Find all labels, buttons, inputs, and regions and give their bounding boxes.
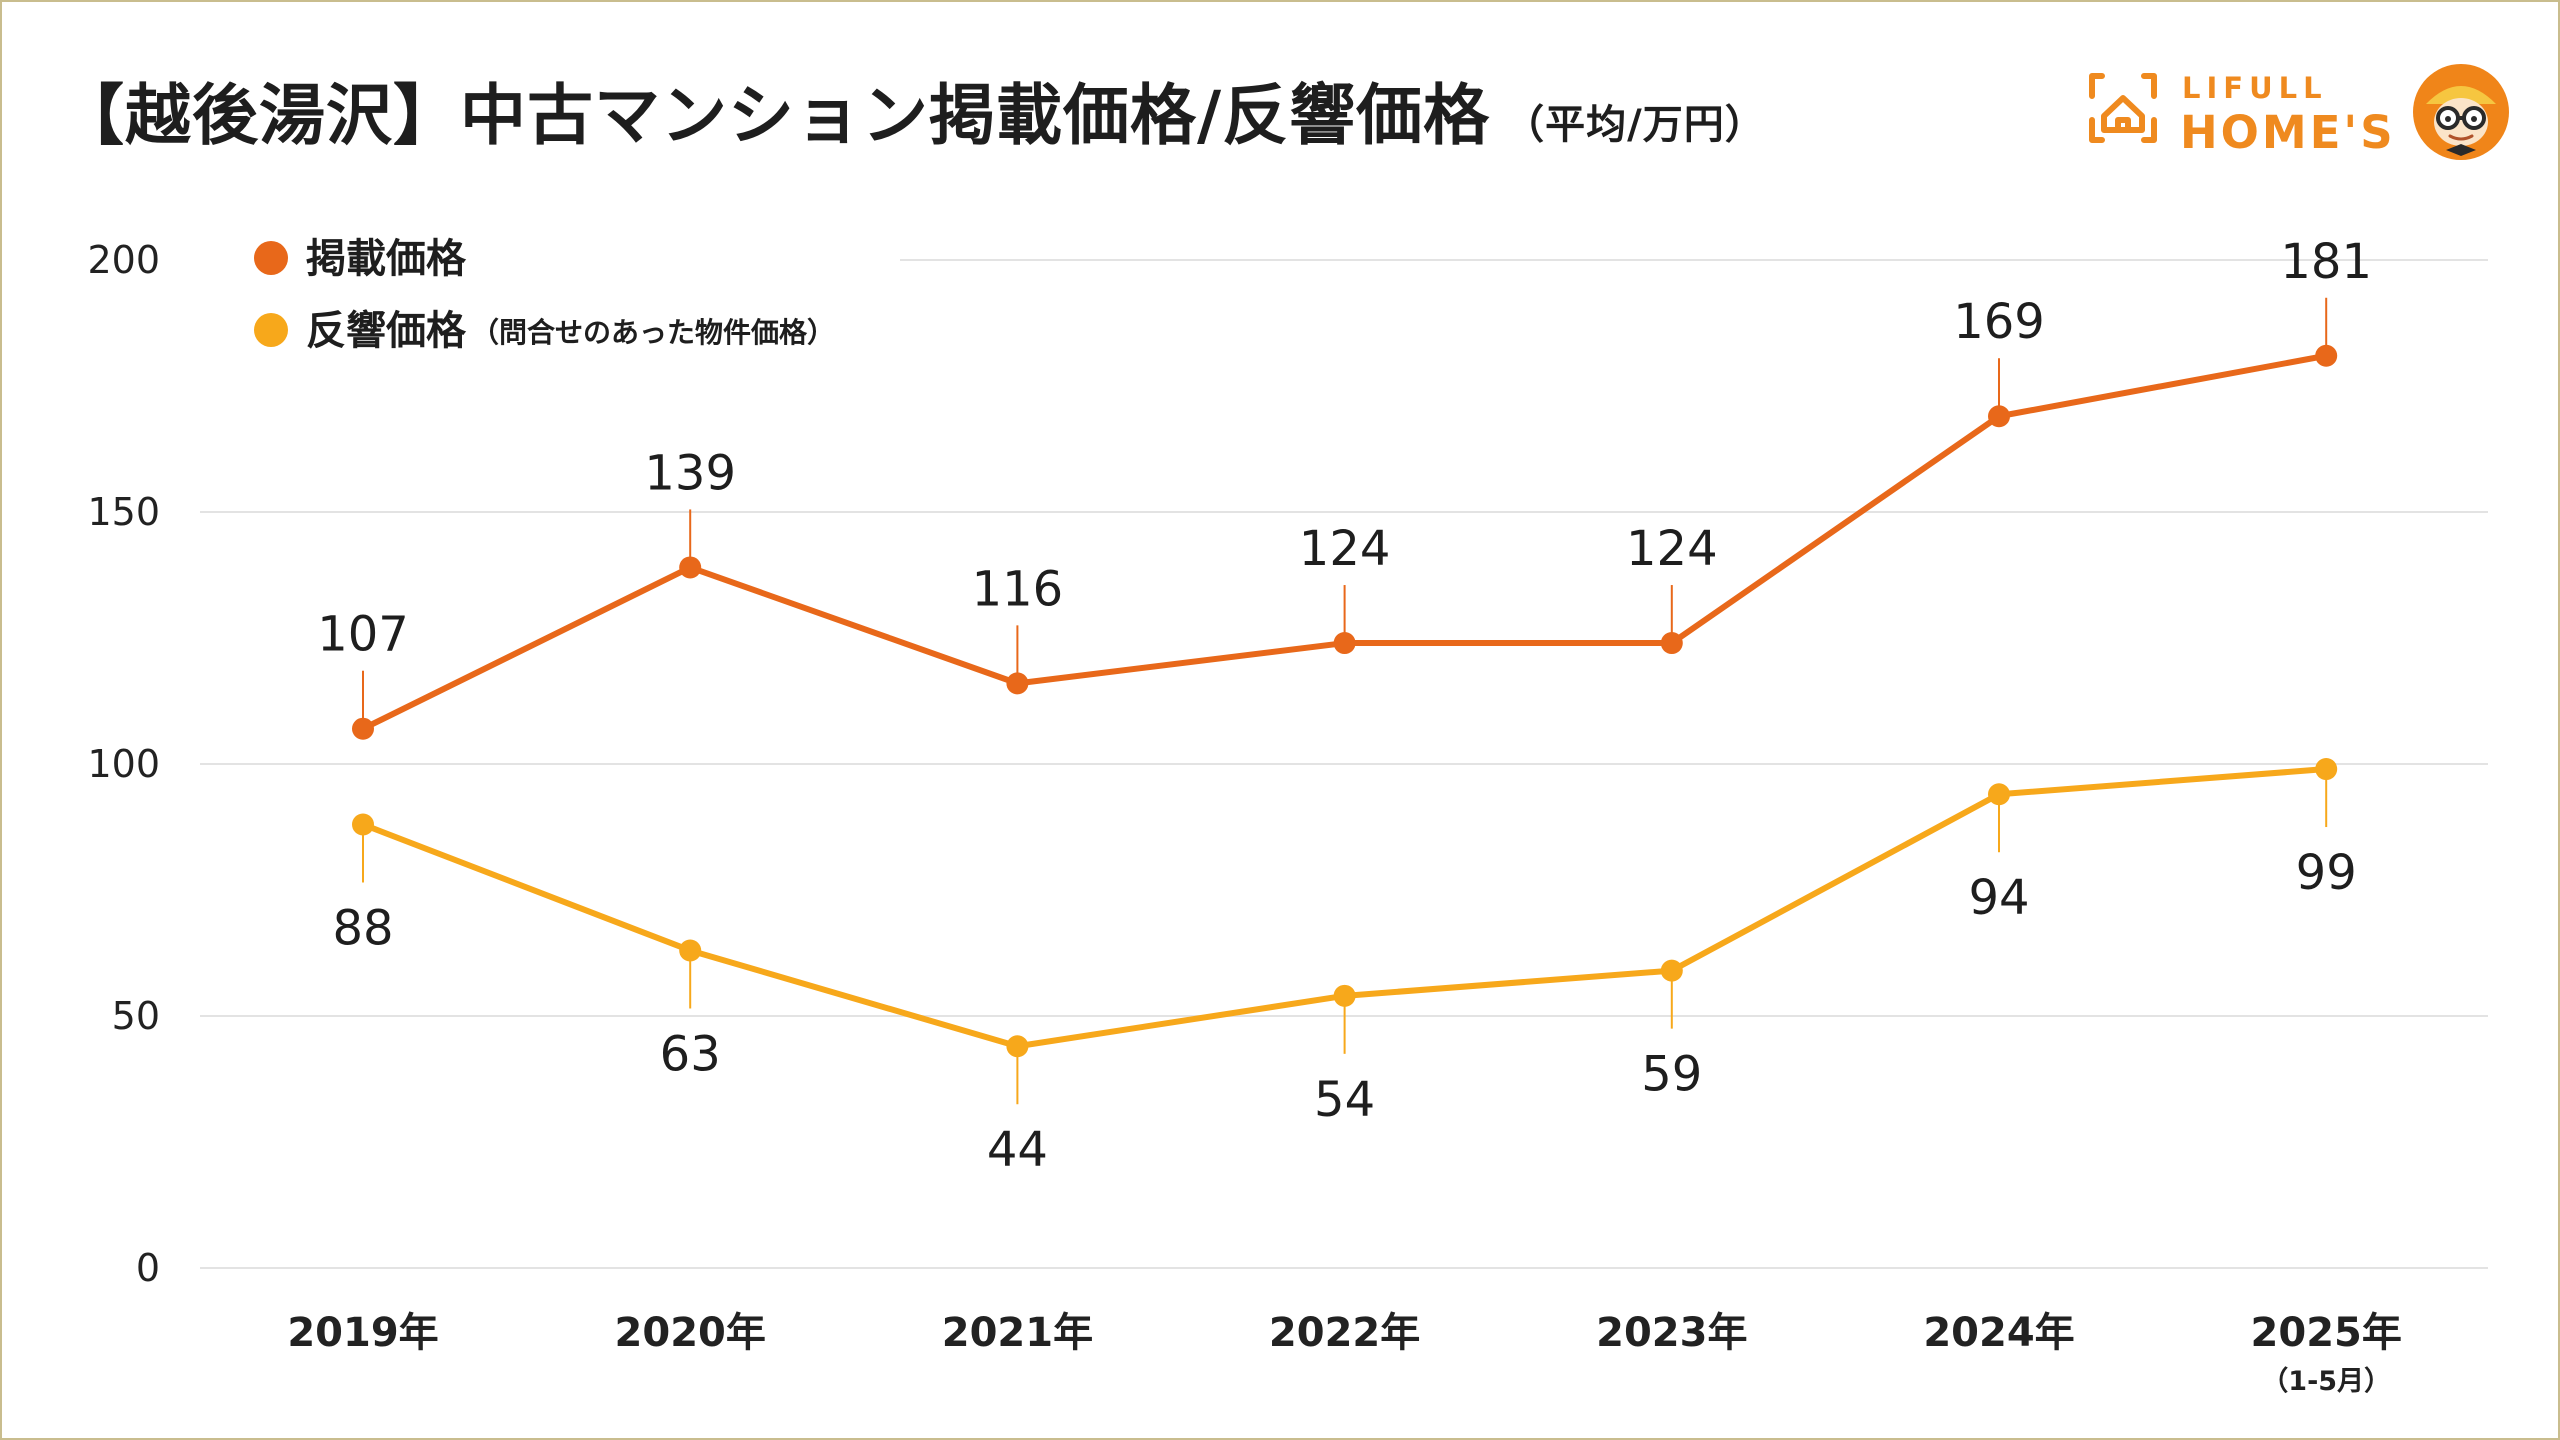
x-tick-sublabel: （1-5月） — [2261, 1366, 2391, 1397]
data-point — [2315, 344, 2338, 367]
legend-label: 掲載価格 — [306, 236, 467, 282]
x-tick-label: 2023年 — [1596, 1310, 1747, 1356]
data-point — [679, 556, 702, 579]
data-point — [1988, 783, 2010, 806]
data-point — [1006, 672, 1029, 695]
x-tick-label: 2020年 — [615, 1310, 766, 1356]
y-tick-label: 100 — [87, 742, 160, 786]
data-label: 44 — [987, 1122, 1048, 1178]
data-label: 63 — [660, 1026, 721, 1082]
data-point — [352, 813, 374, 836]
logo-line2: HOME'S — [2180, 106, 2396, 159]
data-label: 169 — [1953, 294, 2045, 350]
data-label: 107 — [317, 607, 409, 663]
data-point — [679, 939, 702, 962]
data-label: 88 — [332, 900, 393, 956]
legend-marker — [254, 313, 288, 347]
mascot-icon — [2413, 64, 2509, 160]
house-icon — [2089, 73, 2157, 143]
legend-label: 反響価格 — [306, 308, 467, 354]
x-tick-label: 2019年 — [287, 1310, 438, 1356]
series-response-price: 88 63 44 54 59 94 99 — [332, 758, 2357, 1178]
y-tick-label: 50 — [112, 994, 160, 1038]
series-listing-price: 107 139 116 124 124 169 181 — [317, 234, 2372, 740]
data-label: 124 — [1626, 521, 1718, 577]
data-label: 59 — [1641, 1047, 1702, 1103]
y-axis-ticks: 0 50 100 150 200 — [87, 238, 160, 1290]
legend-marker — [254, 241, 288, 275]
data-label: 116 — [972, 561, 1064, 617]
data-point — [1006, 1035, 1029, 1058]
y-tick-label: 150 — [87, 490, 160, 534]
data-point — [2315, 758, 2338, 781]
lifull-homes-logo: LIFULL HOME'S — [2089, 64, 2509, 160]
logo-line1: LIFULL — [2182, 71, 2328, 105]
data-point — [1988, 405, 2010, 428]
y-tick-label: 0 — [136, 1246, 160, 1290]
page-title: 【越後湯沢】中古マンション掲載価格/反響価格 （平均/万円） — [58, 62, 1766, 158]
series: 107 139 116 124 124 169 181 88 63 44 54 59 94 99 — [317, 234, 2372, 1178]
data-point — [1333, 632, 1356, 655]
data-label: 54 — [1314, 1072, 1375, 1128]
data-label: 181 — [2280, 234, 2372, 290]
title-text: 【越後湯沢】中古マンション掲載価格/反響価格 — [58, 77, 1491, 154]
x-tick-label: 2024年 — [1923, 1310, 2074, 1356]
x-tick-label: 2022年 — [1269, 1310, 1420, 1356]
data-label: 99 — [2296, 845, 2357, 901]
x-axis-ticks: 2019年 2020年 2021年 2022年 2023年 2024年 2025年 （1-5月… — [287, 1310, 2402, 1397]
data-point — [1660, 959, 1683, 982]
data-point — [1660, 632, 1683, 655]
data-label: 139 — [644, 445, 736, 501]
x-tick-label: 2021年 — [942, 1310, 1093, 1356]
data-point — [352, 717, 374, 740]
data-point — [1333, 984, 1356, 1007]
y-tick-label: 200 — [87, 238, 160, 282]
data-label: 94 — [1968, 870, 2029, 926]
subtitle-text: （平均/万円） — [1504, 102, 1766, 148]
data-label: 124 — [1299, 521, 1391, 577]
legend-sublabel: （問合せのあった物件価格） — [471, 316, 835, 349]
x-tick-label: 2025年 — [2251, 1310, 2402, 1356]
